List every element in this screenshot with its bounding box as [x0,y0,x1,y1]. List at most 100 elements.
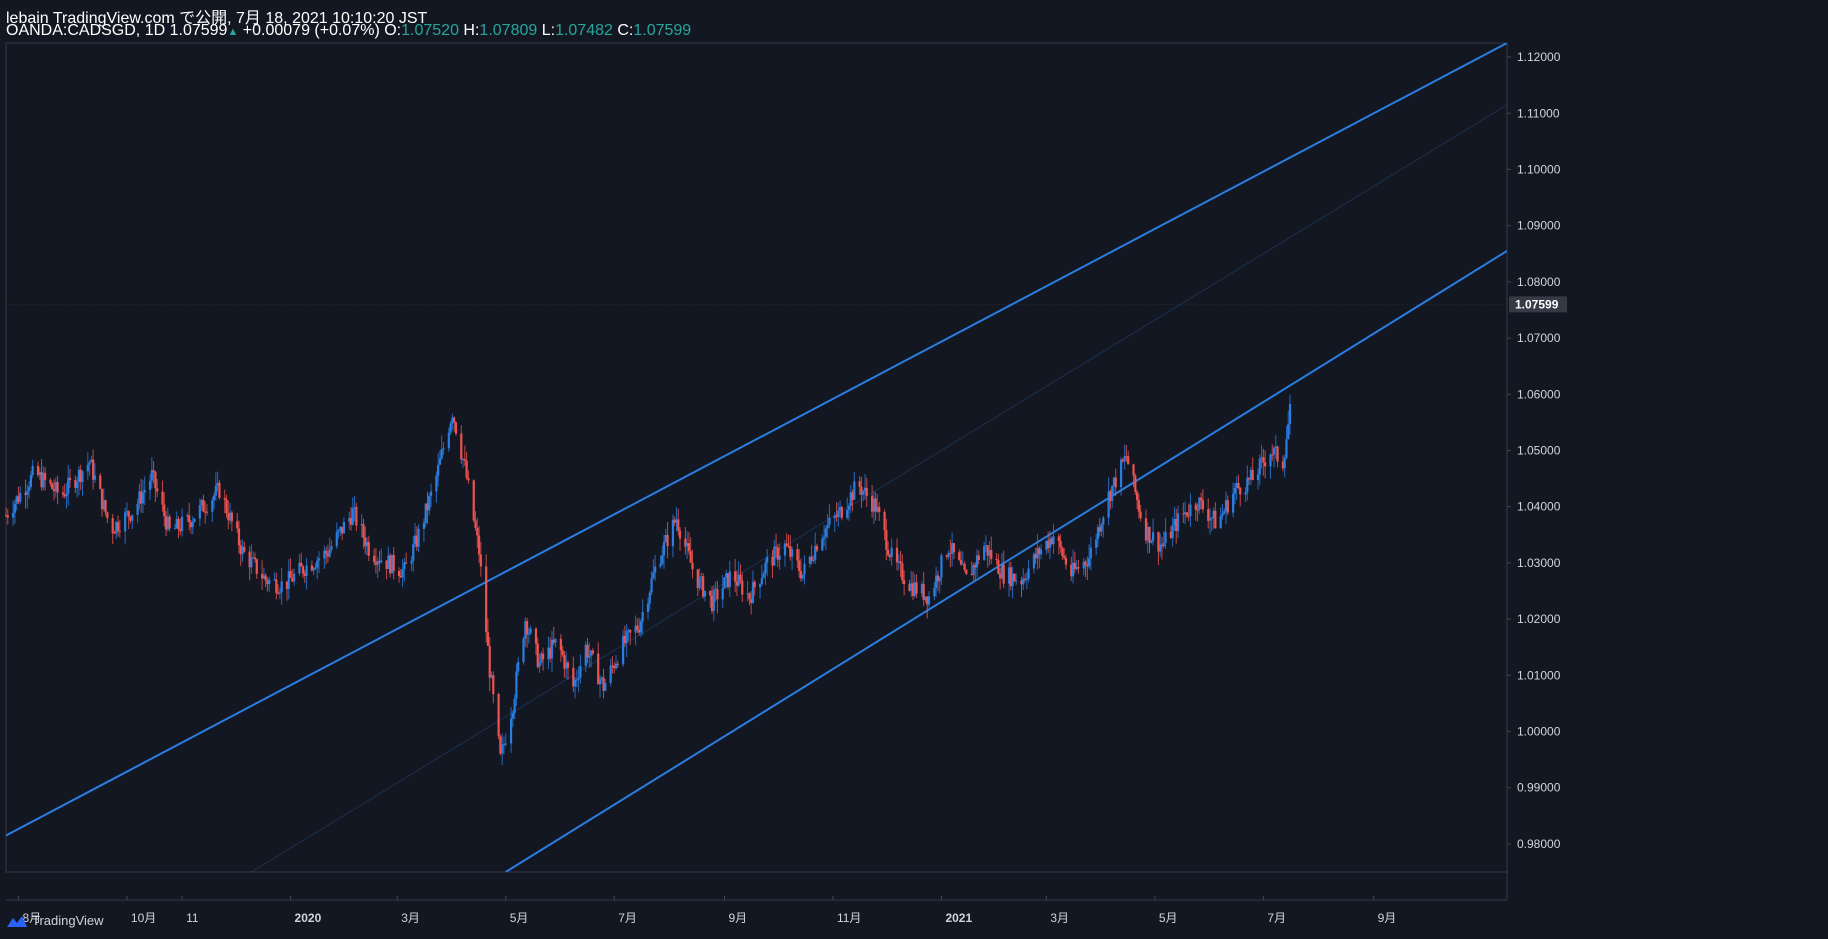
candle-body [840,507,843,518]
candle-body [278,592,281,594]
candle-body [796,549,799,561]
candle-body [1201,500,1204,510]
candle-body [260,573,264,579]
channel-upper-line[interactable] [6,43,1507,837]
low-label: L: [541,22,556,39]
candle-body [255,559,258,574]
candle-body [887,549,890,556]
candle-body [760,578,763,585]
candle-body [609,665,612,683]
candle-body [703,590,707,597]
candle-body [517,662,520,672]
candle-body [1139,511,1142,519]
candle-body [166,516,169,530]
candle-body [798,560,801,572]
candle-body [502,744,506,746]
channel-lower-line[interactable] [505,250,1507,872]
candle-body [677,519,680,531]
candle-body [275,579,278,593]
candle-body [716,589,719,600]
candle-body [461,459,465,461]
candle-body [1057,536,1060,542]
candle-body [662,541,666,556]
time-tick-label: 8月 [22,911,41,925]
candle-body [622,635,625,665]
candle-body [301,566,305,574]
candle-body [202,500,205,512]
candle-body [888,555,891,558]
candle-body [193,518,196,522]
candle-body [177,518,180,530]
candle-body [1102,517,1105,525]
candle-body [330,546,333,550]
candle-body [541,653,545,660]
candle-body [748,593,751,600]
candle-body [696,569,699,589]
candle-body [837,510,840,518]
candle-body [838,507,842,511]
candle-body [974,564,977,568]
candle-body [1260,457,1263,459]
candle-body [154,471,157,489]
candle-body [364,537,367,547]
open-label: O: [384,22,402,39]
candle-body [725,573,728,578]
candle-body [212,495,216,501]
candle-body [40,472,43,488]
candle-body [789,546,792,557]
candle-body [639,621,643,633]
candle-body [949,552,952,554]
candle-body [785,543,788,546]
candle-body [552,639,555,643]
candle-body [424,503,427,523]
candle-body [228,512,232,521]
candle-body [1022,578,1025,585]
candle-body [1061,547,1064,557]
last-price-label: 1.07599 [1515,297,1559,311]
candle-body [1219,516,1222,529]
candle-body [230,512,233,522]
candle-body [1272,448,1276,455]
candle-body [899,561,902,564]
candle-body [1098,527,1101,532]
candle-body [136,503,139,515]
candle-body [326,553,329,557]
candle-body [1034,554,1037,559]
candle-body [401,569,404,578]
candle-body [1123,456,1126,462]
candle-body [143,490,146,493]
candle-body [4,515,8,517]
candle-body [106,512,109,519]
candle-body [490,675,493,678]
candle-body [534,628,538,644]
candle-body [1002,564,1005,584]
time-tick-label: 10月 [131,911,156,925]
candle-body [250,557,253,568]
candle-body [314,567,317,569]
tradingview-logo[interactable]: TradingView [6,913,104,928]
candle-body [833,515,836,519]
candle-body [1038,548,1041,555]
candle-body [1077,567,1080,569]
candle-body [659,563,662,567]
candle-body [405,562,408,564]
symbol-label[interactable]: OANDA:CADSGD, 1D [6,22,166,39]
candle-body [262,575,265,579]
candle-body [52,488,56,492]
candle-body [164,516,168,530]
candle-body [497,694,500,737]
candle-body [31,466,34,475]
candle-body [362,523,365,538]
candle-body [977,555,980,560]
candle-body [604,682,607,691]
candle-body [1212,510,1215,518]
candle-body [488,645,491,678]
candle-body [586,644,589,658]
candle-body [44,472,47,480]
candle-body [429,491,433,496]
candle-body [1258,458,1261,475]
channel-mid-line[interactable] [251,104,1507,872]
candle-body [812,559,815,561]
candle-body [1025,578,1028,580]
